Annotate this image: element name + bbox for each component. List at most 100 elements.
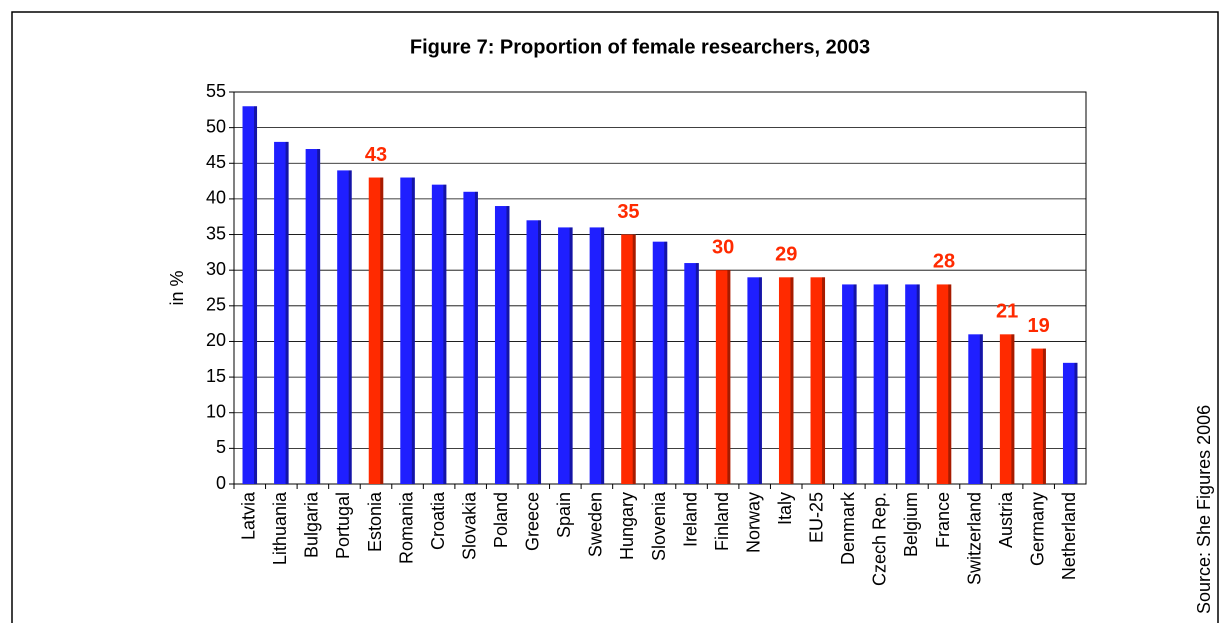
y-tick-label: 35 (206, 223, 226, 243)
x-tick-label: Slovakia (459, 491, 479, 560)
bar (305, 149, 321, 484)
x-tick-label: Austria (996, 491, 1016, 548)
bar (242, 106, 258, 484)
x-tick-label: Portugal (333, 492, 353, 559)
bar-face (810, 277, 826, 484)
bar-side (853, 284, 857, 484)
x-tick-label: Poland (491, 492, 511, 548)
bar (1031, 348, 1046, 484)
bar-face (337, 170, 352, 484)
bar-side (348, 170, 352, 484)
bar (873, 284, 889, 484)
data-label: 35 (617, 201, 639, 223)
data-label: 28 (933, 251, 955, 273)
bar-side (443, 184, 447, 484)
bar-side (569, 227, 573, 484)
data-label: 29 (775, 244, 797, 266)
bar-side (916, 284, 920, 484)
x-tick-label: Romania (396, 491, 416, 564)
bar-face (999, 334, 1015, 484)
chart-title: Figure 7: Proportion of female researche… (410, 36, 870, 58)
frame (11, 11, 1219, 623)
bar-side (727, 270, 731, 484)
bar-side (948, 284, 952, 484)
bar-face (274, 141, 289, 484)
x-tick-label: Lithuania (270, 491, 290, 565)
bar (400, 177, 415, 484)
bar (558, 227, 573, 484)
bar-side (317, 149, 321, 484)
bar (652, 241, 668, 484)
bar-side (695, 263, 699, 484)
bar-face (242, 106, 258, 484)
y-tick-label: 45 (206, 152, 226, 172)
x-tick-label: Netherland (1059, 492, 1079, 580)
y-tick-label: 15 (206, 366, 226, 386)
x-tick-label: Czech Rep. (870, 492, 890, 586)
x-tick-label: Slovenia (649, 491, 669, 561)
y-tick-label: 20 (206, 330, 226, 350)
x-tick-label: Sweden (586, 492, 606, 557)
bar-face (652, 241, 668, 484)
bar-side (380, 177, 384, 484)
bar-side (506, 206, 510, 484)
bar-side (1042, 348, 1046, 484)
bar (494, 206, 510, 484)
x-tick-label: Latvia (239, 491, 259, 540)
x-tick-label: Hungary (617, 492, 637, 560)
x-tick-label: EU-25 (807, 492, 827, 543)
y-tick-label: 50 (206, 116, 226, 136)
bar-side (254, 106, 258, 484)
bar (778, 277, 794, 484)
bar (999, 334, 1015, 484)
bar-face (842, 284, 857, 484)
data-label: 21 (996, 301, 1018, 323)
bar (968, 334, 983, 484)
bar-side (601, 227, 605, 484)
x-tick-label: Italy (775, 492, 795, 525)
x-tick-label: Greece (523, 492, 543, 551)
bar-side (790, 277, 794, 484)
bar-face (463, 191, 478, 485)
x-tick-label: Estonia (365, 491, 385, 552)
bar (747, 277, 762, 484)
bar-side (758, 277, 762, 484)
y-tick-label: 10 (206, 401, 226, 421)
bar (684, 263, 699, 484)
data-label: 19 (1028, 315, 1050, 337)
bar-side (411, 177, 415, 484)
x-tick-label: Ireland (680, 492, 700, 547)
x-tick-label: Switzerland (964, 492, 984, 585)
bar-side (822, 277, 826, 484)
bar-face (368, 177, 384, 484)
bar-side (979, 334, 983, 484)
source: Source: She Figures 2006 (1194, 405, 1214, 614)
bar (936, 284, 952, 484)
bar-face (494, 206, 510, 484)
y-tick-label: 5 (216, 437, 226, 457)
data-label: 30 (712, 236, 734, 258)
bar-face (936, 284, 952, 484)
bar-side (664, 241, 668, 484)
bar (337, 170, 352, 484)
y-tick-label: 25 (206, 295, 226, 315)
y-tick-label: 40 (206, 188, 226, 208)
bar-face (431, 184, 447, 484)
bar-face (558, 227, 573, 484)
bar (621, 234, 636, 484)
x-tick-label: Croatia (428, 491, 448, 550)
bar-face (715, 270, 731, 484)
bar (842, 284, 857, 484)
bar (274, 141, 289, 484)
bar-face (905, 284, 920, 484)
y-tick-label: 0 (216, 473, 226, 493)
bar (905, 284, 920, 484)
data-label: 43 (365, 144, 387, 166)
x-tick-label: Belgium (901, 492, 921, 557)
x-tick-label: Finland (712, 492, 732, 551)
x-tick-label: Germany (1027, 492, 1047, 566)
bar (526, 220, 542, 485)
bar-face (526, 220, 542, 485)
bar (589, 227, 605, 484)
